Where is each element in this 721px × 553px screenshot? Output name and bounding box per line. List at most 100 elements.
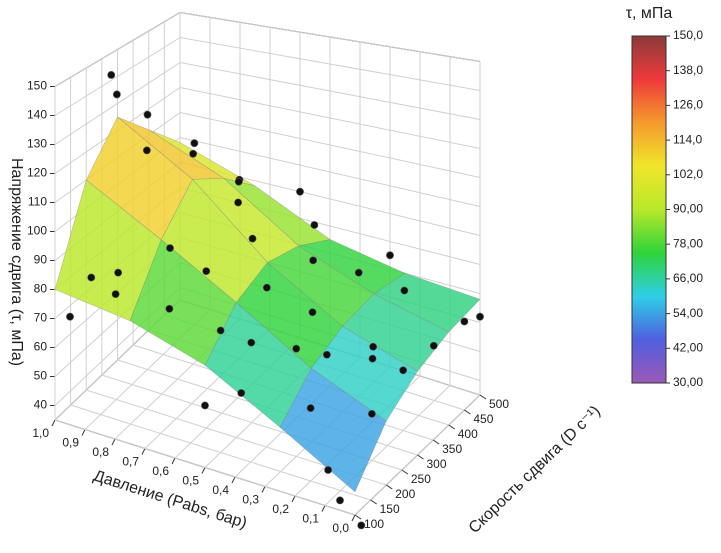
z-tick-label: 100	[27, 224, 47, 238]
colorbar-tick-label: 42,00	[673, 340, 703, 354]
colorbar-tick-label: 78,00	[673, 236, 703, 250]
data-point	[399, 366, 408, 375]
data-point	[429, 341, 438, 350]
x-tick-label: 0,2	[272, 502, 289, 516]
data-point	[262, 283, 271, 292]
data-point	[216, 326, 225, 335]
x-tick-label: 0,3	[242, 493, 259, 507]
colorbar-tick-label: 30,00	[673, 375, 703, 389]
data-point	[322, 350, 331, 359]
data-point	[165, 304, 174, 313]
colorbar-tick-label: 54,00	[673, 306, 703, 320]
data-point	[386, 251, 394, 260]
data-point	[324, 466, 333, 474]
data-point	[142, 146, 151, 155]
y-tick-label: 350	[442, 442, 462, 456]
z-tick-label: 70	[34, 311, 48, 325]
data-point	[306, 404, 315, 412]
x-tick-label: 0,7	[122, 455, 139, 469]
x-tick-label: 1,0	[32, 426, 49, 440]
tick-mark	[417, 454, 424, 460]
tick-mark	[111, 438, 116, 446]
colorbar-tick-label: 66,00	[673, 271, 703, 285]
tick-mark	[432, 439, 440, 445]
z-tick-label: 80	[34, 282, 48, 296]
x-tick-label: 0,1	[302, 512, 319, 526]
data-point	[400, 286, 409, 295]
colorbar-tick-label: 90,00	[673, 202, 703, 216]
y-tick-label: 200	[395, 487, 415, 501]
x-tick-label: 0,9	[62, 436, 79, 450]
colorbar-tick-label: 102,0	[673, 167, 703, 181]
data-point	[87, 273, 96, 282]
data-point	[202, 267, 211, 276]
data-point	[460, 317, 469, 326]
tick-mark	[351, 514, 356, 522]
z-tick-label: 130	[27, 137, 47, 151]
data-point	[66, 312, 74, 321]
x-tick-label: 0,6	[152, 464, 169, 478]
tick-mark	[385, 484, 393, 490]
z-tick-label: 150	[27, 79, 47, 93]
data-point	[367, 409, 376, 418]
colorbar-tick-label: 150,0	[673, 28, 703, 42]
z-tick-label: 40	[34, 398, 48, 412]
tick-mark	[321, 505, 326, 512]
y-tick-label: 100	[364, 517, 384, 531]
tick-mark	[51, 419, 56, 427]
data-point	[357, 521, 366, 530]
z-tick-label: 90	[34, 253, 48, 267]
y-tick-label: 500	[489, 397, 509, 411]
data-point	[166, 244, 174, 252]
y-tick-label: 450	[473, 412, 493, 426]
colorbar-tick-label: 138,0	[673, 63, 703, 77]
tick-mark	[401, 469, 409, 475]
data-point	[201, 401, 209, 410]
grid-line	[70, 404, 371, 501]
tick-mark	[231, 476, 236, 484]
tick-mark	[464, 409, 471, 415]
y-tick-label: 250	[411, 472, 431, 486]
tick-mark	[141, 448, 146, 455]
z-tick-label: 140	[27, 108, 47, 122]
z-tick-label: 110	[28, 195, 47, 209]
x-tick-label: 0,5	[182, 474, 199, 488]
z-axis-title: Напряжение сдвига (τ, мПа)	[8, 158, 25, 366]
data-point	[247, 338, 256, 347]
colorbar-tick-label: 114,0	[673, 132, 702, 146]
data-point	[143, 110, 152, 119]
y-tick-label: 300	[427, 457, 447, 471]
data-point	[296, 187, 304, 196]
data-point	[111, 290, 120, 299]
data-point	[237, 389, 246, 397]
data-point	[354, 268, 363, 277]
colorbar	[631, 35, 667, 384]
tick-mark	[448, 424, 456, 430]
tick-mark	[291, 495, 296, 503]
z-tick-label: 50	[34, 369, 48, 383]
data-point	[189, 149, 198, 158]
data-point	[310, 221, 319, 229]
data-point	[476, 312, 484, 321]
data-point	[107, 71, 116, 79]
data-point	[112, 90, 121, 99]
grid-line	[54, 419, 356, 516]
colorbar-tick-label: 126,0	[673, 98, 703, 112]
y-tick-label: 150	[380, 502, 400, 516]
x-axis-title: Давление (Pabs, бар)	[91, 467, 248, 532]
colorbar-title: τ, мПа	[626, 5, 673, 22]
tick-mark	[370, 499, 377, 505]
data-point	[234, 198, 243, 207]
x-tick-label: 0,8	[92, 445, 109, 459]
tick-mark	[201, 467, 206, 474]
data-point	[114, 268, 123, 277]
data-point	[308, 308, 317, 317]
y-tick-label: 400	[458, 427, 478, 441]
data-point	[190, 139, 199, 148]
tick-mark	[354, 514, 362, 520]
tick-mark	[81, 429, 86, 436]
x-tick-label: 0,4	[212, 483, 229, 497]
data-point	[292, 344, 301, 353]
data-point	[336, 496, 344, 505]
